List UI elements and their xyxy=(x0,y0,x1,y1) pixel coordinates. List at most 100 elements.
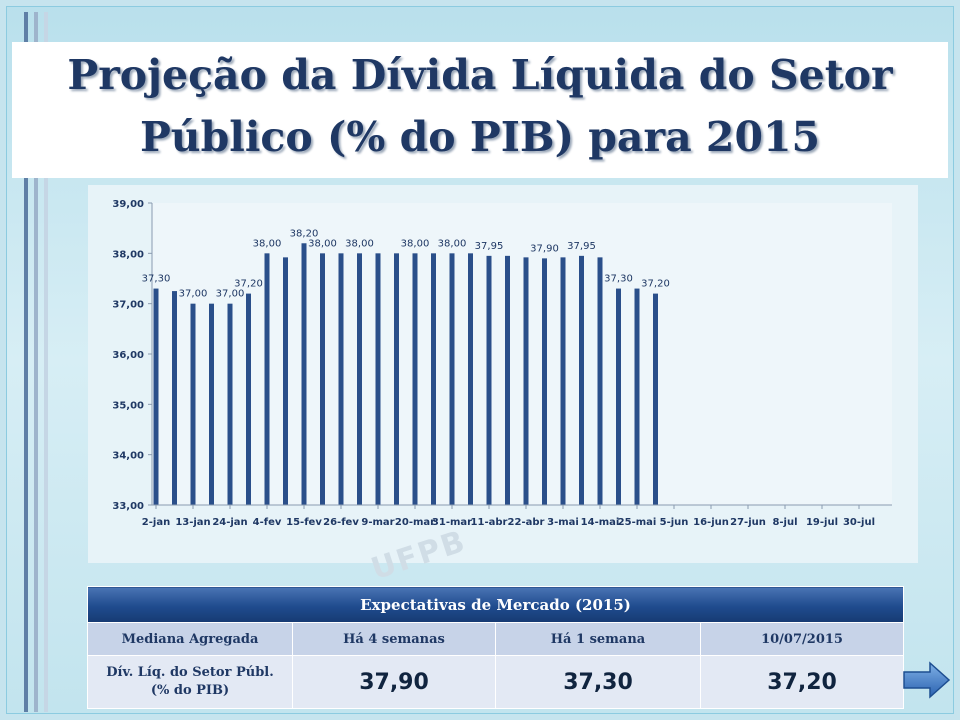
header-1-week: Há 1 semana xyxy=(495,622,701,656)
data-label: 38,00 xyxy=(401,238,430,249)
bar xyxy=(634,288,640,505)
bar xyxy=(523,257,529,505)
bar xyxy=(375,253,381,505)
x-tick-label: 9-mar xyxy=(361,517,394,528)
decor-stripe xyxy=(44,12,48,42)
data-label: 37,30 xyxy=(142,274,171,285)
x-tick-label: 24-jan xyxy=(212,517,247,528)
y-tick-label: 37,00 xyxy=(112,300,144,311)
bar xyxy=(597,257,603,505)
data-label: 38,00 xyxy=(345,238,374,249)
y-tick-label: 34,00 xyxy=(112,451,144,462)
value-4-weeks: 37,90 xyxy=(292,655,496,709)
plot-area xyxy=(152,203,892,505)
data-label: 37,30 xyxy=(604,274,633,285)
y-tick-label: 38,00 xyxy=(112,249,144,260)
table-title: Expectativas de Mercado (2015) xyxy=(86,586,905,623)
bar xyxy=(246,293,251,505)
bar xyxy=(505,255,510,505)
x-tick-label: 11-abr xyxy=(471,517,508,528)
data-label: 37,95 xyxy=(567,241,596,252)
bar xyxy=(653,293,658,505)
bar xyxy=(468,253,473,505)
decor-stripe xyxy=(34,12,38,42)
data-label: 37,00 xyxy=(179,289,208,300)
x-tick-label: 26-fev xyxy=(323,517,359,528)
row-label-line-1: Dív. Líq. do Setor Públ. xyxy=(106,665,274,680)
x-tick-label: 2-jan xyxy=(142,517,170,528)
x-tick-label: 15-fev xyxy=(286,517,322,528)
bar xyxy=(283,257,288,505)
bar xyxy=(301,243,307,505)
title-band xyxy=(12,42,948,178)
bar xyxy=(338,253,344,505)
x-tick-label: 5-jun xyxy=(660,517,689,528)
bar xyxy=(320,253,325,505)
x-tick-label: 20-mar xyxy=(395,517,435,528)
bar-chart: 33,00 34,00 35,00 36,00 37,00 38,00 39,00 37,3… xyxy=(112,199,892,528)
bar xyxy=(616,288,621,505)
x-tick-label: 14-mai xyxy=(581,517,620,528)
data-label: 37,90 xyxy=(530,243,559,254)
bar xyxy=(357,253,362,505)
row-label-line-2: (% do PIB) xyxy=(150,683,230,698)
right-arrow-icon[interactable] xyxy=(902,660,952,700)
value-1-week: 37,30 xyxy=(495,655,701,709)
data-label: 38,00 xyxy=(253,238,282,249)
bar xyxy=(560,257,566,505)
bar xyxy=(153,288,159,505)
decor-stripe xyxy=(44,178,48,712)
x-axis: 2-jan 13-jan 24-jan 4-fev 15-fev 26-fev 9-mar 2… xyxy=(142,504,892,528)
x-tick-label: 16-jun xyxy=(693,517,729,528)
bar xyxy=(431,253,436,505)
slide-title-line-1: Projeção da Dívida Líquida do Setor xyxy=(67,51,893,99)
data-label: 37,95 xyxy=(475,241,504,252)
bar xyxy=(542,258,547,505)
x-tick-label: 4-fev xyxy=(253,517,282,528)
x-tick-label: 3-mai xyxy=(547,517,579,528)
data-label: 37,20 xyxy=(641,279,670,290)
y-axis: 33,00 34,00 35,00 36,00 37,00 38,00 39,00 xyxy=(112,199,153,512)
slide-title-line-2: Público (% do PIB) para 2015 xyxy=(139,113,821,161)
table-header-row: Mediana Agregada Há 4 semanas Há 1 seman… xyxy=(87,622,905,656)
slide-title: Projeção da Dívida Líquida do Setor Públ… xyxy=(12,44,948,168)
y-tick-label: 36,00 xyxy=(112,350,144,361)
bar xyxy=(190,303,196,505)
x-tick-label: 31-mar xyxy=(432,517,472,528)
x-tick-label: 30-jul xyxy=(843,517,875,528)
y-tick-label: 39,00 xyxy=(112,199,144,210)
decor-stripe xyxy=(24,178,28,712)
header-date: 10/07/2015 xyxy=(699,622,905,656)
header-median: Mediana Agregada xyxy=(87,622,293,656)
value-current: 37,20 xyxy=(699,655,905,709)
header-4-weeks: Há 4 semanas xyxy=(292,622,496,656)
bar xyxy=(486,255,492,505)
y-tick-label: 33,00 xyxy=(112,501,144,512)
data-label: 38,00 xyxy=(438,238,467,249)
bar xyxy=(579,255,584,505)
y-tick-label: 35,00 xyxy=(112,400,144,411)
data-label: 38,00 xyxy=(308,238,337,249)
decor-stripe xyxy=(34,178,38,712)
chart-area: 33,00 34,00 35,00 36,00 37,00 38,00 39,00 37,3… xyxy=(88,185,918,563)
data-label: 38,20 xyxy=(290,228,319,239)
x-tick-label: 13-jan xyxy=(175,517,210,528)
x-tick-label: 25-mai xyxy=(618,517,657,528)
decor-stripe xyxy=(24,12,28,42)
bars xyxy=(153,243,658,505)
bar xyxy=(412,253,418,505)
x-tick-label: 8-jul xyxy=(772,517,797,528)
x-tick-label: 22-abr xyxy=(508,517,545,528)
bar xyxy=(209,303,214,505)
data-label: 37,20 xyxy=(234,279,263,290)
data-label: 37,00 xyxy=(216,289,245,300)
bar xyxy=(227,303,233,505)
bar xyxy=(264,253,270,505)
x-tick-label: 19-jul xyxy=(806,517,838,528)
bar xyxy=(172,291,177,505)
x-tick-label: 27-jun xyxy=(730,517,766,528)
table-row: Dív. Líq. do Setor Públ. (% do PIB) 37,9… xyxy=(87,655,905,709)
row-label: Dív. Líq. do Setor Públ. (% do PIB) xyxy=(87,655,293,709)
market-expectations-table: Expectativas de Mercado (2015) Mediana A… xyxy=(86,586,905,709)
